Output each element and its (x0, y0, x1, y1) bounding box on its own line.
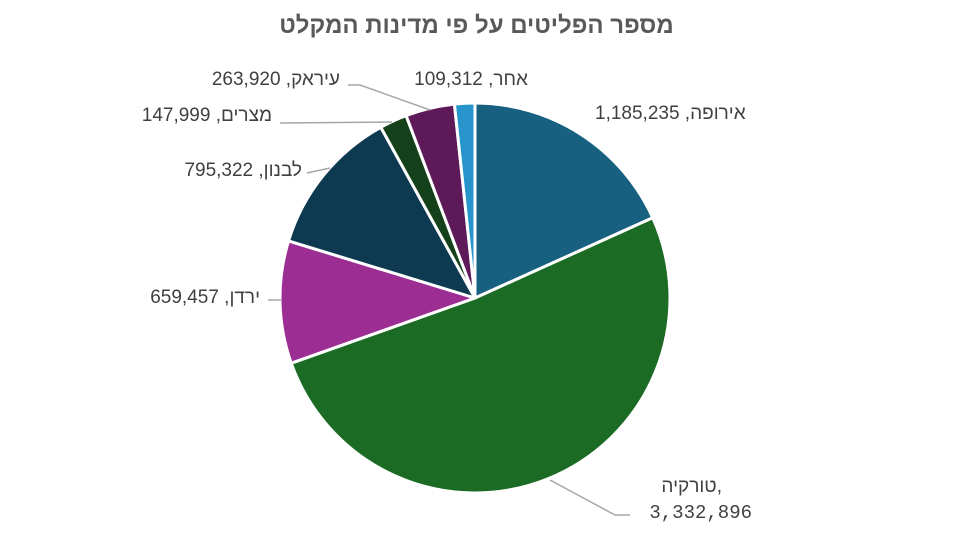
leader-line-2 (549, 479, 630, 516)
pie-slice-4 (287, 125, 477, 300)
data-label-4: לבנון, 795,322 (184, 160, 302, 181)
data-label-3: ירדן, 659,457 (150, 287, 260, 308)
data-label-1: אירופה, 1,185,235 (595, 103, 746, 124)
leader-line-4 (306, 167, 331, 174)
data-label-2-value: 3,332,896 (649, 502, 752, 524)
pie-slice-2 (289, 216, 672, 495)
pie-slice-1 (473, 101, 655, 300)
pie-slice-3 (278, 239, 477, 365)
data-label-2-name: טורקיה, (661, 476, 722, 497)
data-label-5: מצרים, 147,999 (142, 105, 272, 126)
data-label-6: עיראק, 263,920 (212, 69, 340, 90)
leader-line-6 (348, 84, 431, 111)
leader-line-5 (279, 121, 393, 124)
chart-title: מספר הפליטים על פי מדינות המקלט (279, 12, 674, 39)
pie-slice-7 (452, 101, 477, 300)
data-label-7: אחר, 109,312 (414, 69, 528, 90)
